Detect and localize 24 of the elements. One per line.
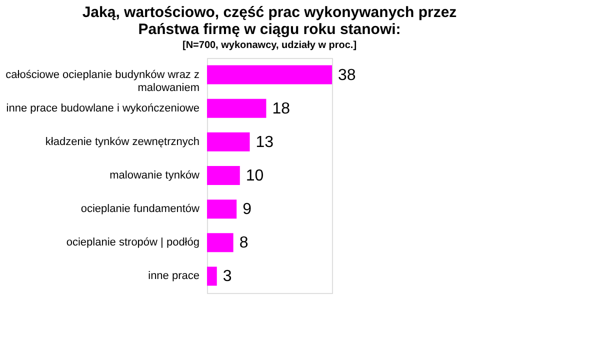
bar bbox=[207, 200, 237, 219]
data-label: 8 bbox=[239, 234, 248, 252]
bar bbox=[207, 166, 240, 185]
data-label: 9 bbox=[242, 201, 252, 218]
text: Jaką, wartościowo, część prac wykonywanych przez bbox=[82, 4, 457, 21]
bar bbox=[207, 233, 234, 252]
y-tick-label: inne prace bbox=[148, 270, 200, 282]
bar bbox=[207, 65, 332, 84]
bar bbox=[207, 132, 250, 152]
y-tick-label: inne prace budowlane i wykończeniowe bbox=[6, 102, 200, 114]
bar bbox=[207, 98, 266, 118]
y-tick-label: ocieplanie stropów | podłóg bbox=[66, 236, 200, 249]
data-label: 10 bbox=[246, 168, 264, 184]
y-tick-label: całościowe ocieplanie budynków wraz z malowaniem bbox=[6, 68, 200, 94]
y-tick-label: malowanie tynków bbox=[110, 170, 200, 182]
chart-subtitle: [N=700, wykonawcy, udziały w proc.] bbox=[182, 40, 357, 51]
data-label: 3 bbox=[222, 268, 232, 286]
data-label: 13 bbox=[256, 134, 274, 151]
y-tick-label: kładzenie tynków zewnętrznych bbox=[45, 136, 200, 148]
data-label: 38 bbox=[338, 66, 356, 84]
text: Państwa firmę w ciągu roku stanowi: bbox=[138, 21, 401, 38]
y-tick-label: ocieplanie fundamentów bbox=[80, 203, 200, 216]
data-label: 18 bbox=[272, 100, 290, 118]
bar bbox=[207, 266, 217, 286]
